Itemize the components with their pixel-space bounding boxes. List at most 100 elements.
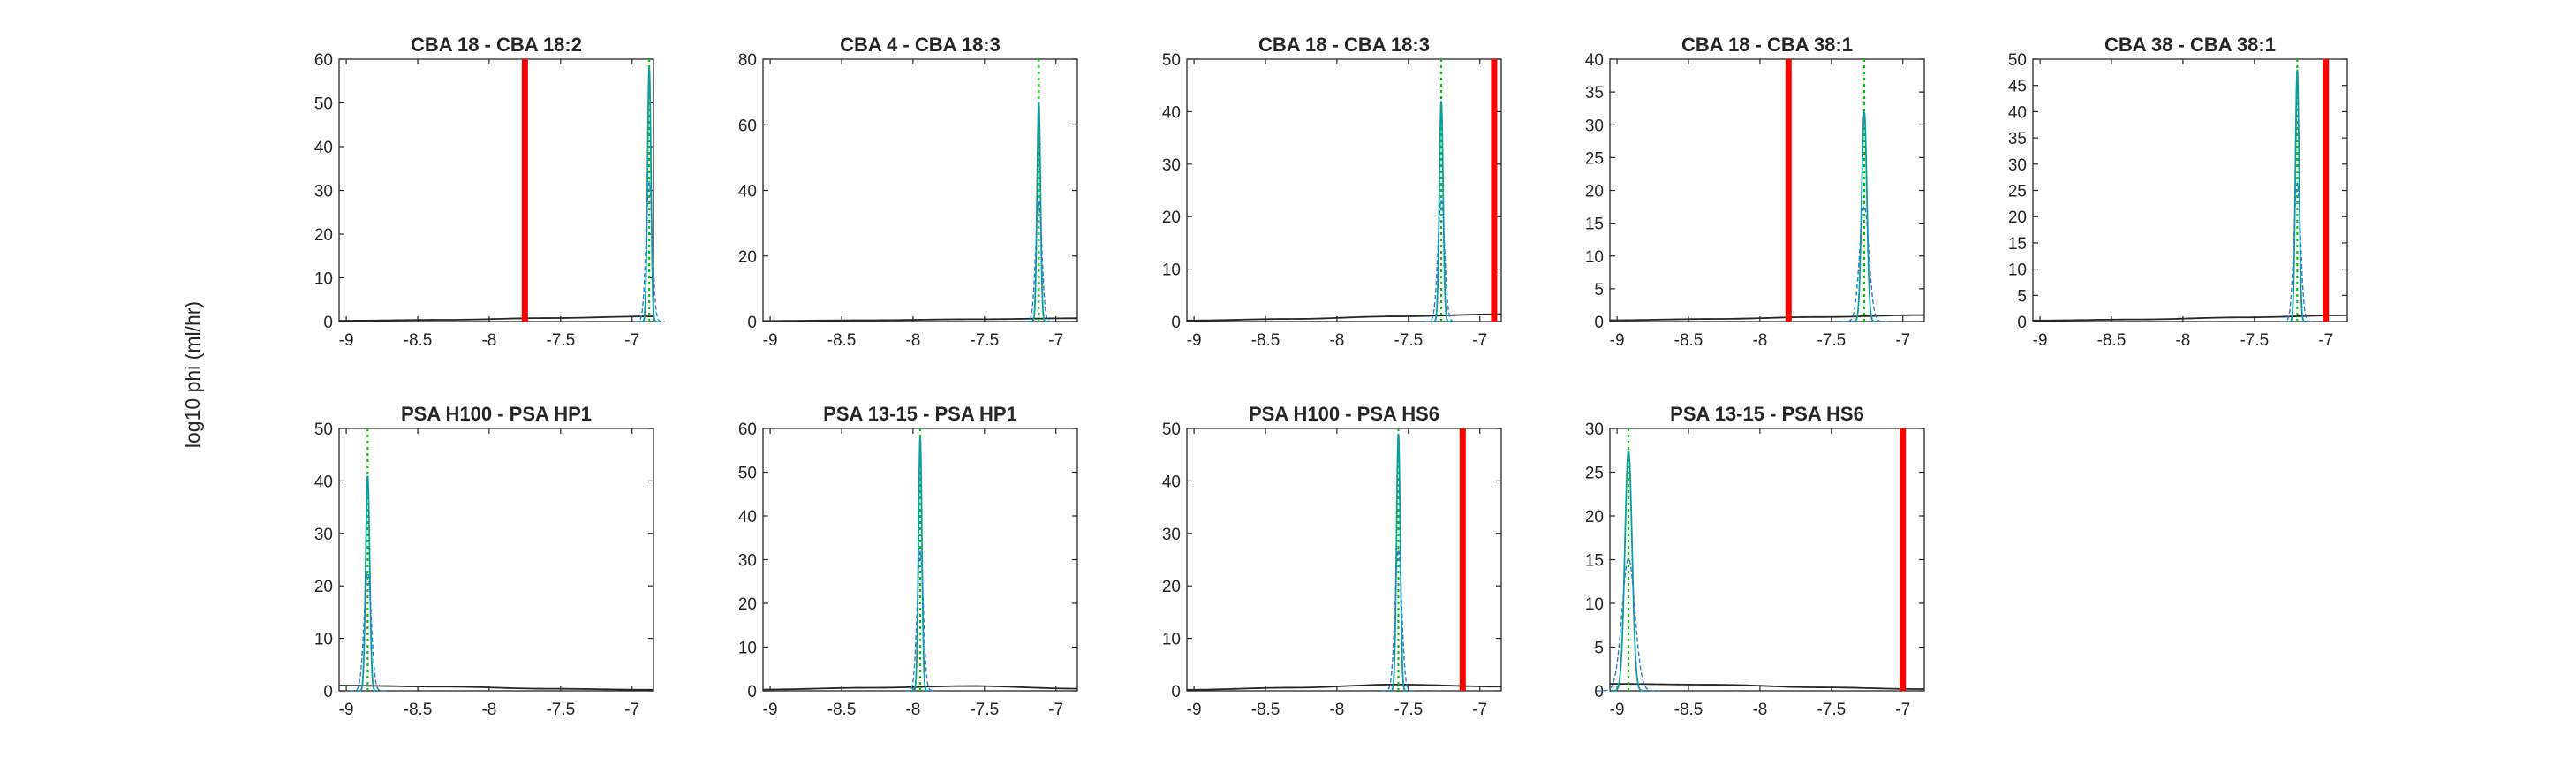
y-tick-label: 40 (314, 473, 333, 491)
series-density (1388, 433, 1409, 692)
y-tick-label: 50 (314, 421, 333, 439)
y-tick-label: 5 (1594, 281, 1604, 299)
x-tick-label: -9 (763, 331, 778, 350)
y-tick-label: 10 (1585, 595, 1604, 614)
series-density-alt (1023, 199, 1054, 322)
y-tick-label: 60 (738, 117, 757, 135)
x-tick-label: -7.5 (1394, 331, 1423, 350)
series-baseline (1186, 683, 1502, 691)
x-tick-label: -8.5 (2097, 331, 2127, 350)
y-tick-label: 30 (1585, 117, 1604, 135)
series-density-alt (633, 179, 665, 322)
series-density-alt (1596, 557, 1661, 692)
panel-title: PSA H100 - PSA HS6 (1249, 403, 1439, 425)
x-tick-label: -8 (1752, 701, 1767, 719)
axes-box (762, 58, 1078, 322)
y-tick-label: 0 (1594, 314, 1604, 332)
panel-2: CBA 4 - CBA 18:3 0 20 40 60 80 -9 -8.5 -8 -7.5 -7 (738, 34, 1078, 350)
y-tick-label: 20 (1585, 183, 1604, 201)
axes-box (1609, 428, 1925, 692)
y-tick-label: 30 (2008, 156, 2027, 175)
y-tick-label: 5 (1594, 640, 1604, 658)
y-tick-label: 50 (738, 465, 757, 483)
y-tick-label: 5 (2017, 287, 2027, 306)
y-tick-label: 0 (2017, 314, 2027, 332)
axes-box (1186, 58, 1502, 322)
y-tick-label: 30 (1585, 421, 1604, 439)
x-tick-label: -9 (1610, 331, 1625, 350)
x-tick-label: -7 (1895, 331, 1910, 350)
y-tick-label: 20 (1585, 508, 1604, 527)
y-tick-label: 35 (1585, 84, 1604, 102)
series-density-alt (2280, 181, 2315, 322)
x-tick-label: -8.5 (404, 331, 433, 350)
axes-box (1609, 58, 1925, 322)
y-tick-label: 45 (2008, 78, 2027, 96)
x-tick-label: -8 (1329, 331, 1344, 350)
x-tick-label: -8.5 (1674, 331, 1703, 350)
x-tick-label: -9 (1187, 331, 1202, 350)
x-tick-label: -9 (1610, 701, 1625, 719)
series-density (1610, 450, 1647, 692)
y-tick-label: 50 (1162, 51, 1181, 70)
y-tick-label: 10 (1585, 248, 1604, 267)
panel-4: CBA 18 - CBA 38:1 0 5 10 15 20 25 30 35 40 -9 -8.5 -… (1585, 34, 1925, 350)
panel-8: PSA H100 - PSA HS6 0 10 20 30 40 50 -9 -8.5 -8 -7.… (1162, 403, 1502, 719)
series-density-alt (1381, 547, 1416, 692)
y-tick-label: 60 (738, 421, 757, 439)
y-tick-label: 20 (738, 595, 757, 614)
panel-3: CBA 18 - CBA 18:3 0 10 20 30 40 50 -9 -8.5 -8 -7.5… (1162, 34, 1502, 350)
panel-7: PSA 13-15 - PSA HP1 0 10 20 30 40 50 60 -9 -8.5 -8… (738, 403, 1078, 719)
y-tick-label: 40 (314, 139, 333, 157)
x-tick-label: -7 (1895, 701, 1910, 719)
series-density (1851, 111, 1877, 322)
panel-title: CBA 18 - CBA 18:3 (1258, 34, 1430, 56)
y-tick-label: 15 (1585, 216, 1604, 234)
x-tick-label: -7.5 (1817, 331, 1846, 350)
y-tick-label: 10 (1162, 261, 1181, 280)
y-tick-label: 40 (2008, 103, 2027, 122)
series-density-alt (1424, 199, 1458, 322)
y-tick-label: 20 (1162, 578, 1181, 596)
y-tick-label: 10 (314, 631, 333, 649)
y-tick-label: 80 (738, 51, 757, 70)
y-tick-label: 0 (323, 683, 333, 701)
y-tick-label: 40 (738, 508, 757, 527)
series-baseline (762, 685, 1078, 691)
x-tick-label: -8.5 (404, 701, 433, 719)
y-tick-label: 20 (314, 226, 333, 245)
x-tick-label: -8 (2175, 331, 2190, 350)
x-tick-label: -7 (624, 701, 639, 719)
x-tick-label: -8 (905, 701, 920, 719)
y-tick-label: 25 (2008, 183, 2027, 201)
x-tick-label: -7 (2318, 331, 2333, 350)
x-tick-label: -8.5 (1251, 701, 1280, 719)
series-density-alt (904, 549, 936, 692)
y-tick-label: 30 (1162, 156, 1181, 175)
panel-title: PSA H100 - PSA HP1 (401, 403, 592, 425)
x-tick-label: -7.5 (546, 331, 575, 350)
panel-title: PSA 13-15 - PSA HS6 (1670, 403, 1864, 425)
x-tick-label: -8.5 (1251, 331, 1280, 350)
y-tick-label: 20 (2008, 208, 2027, 227)
x-tick-label: -9 (339, 701, 354, 719)
y-tick-label: 30 (738, 552, 757, 571)
x-tick-label: -8 (481, 331, 496, 350)
x-tick-label: -8 (1752, 331, 1767, 350)
x-tick-label: -7.5 (970, 331, 999, 350)
panel-title: CBA 18 - CBA 38:1 (1681, 34, 1853, 56)
x-tick-label: -7.5 (1817, 701, 1846, 719)
x-tick-label: -9 (339, 331, 354, 350)
x-tick-label: -7 (1472, 331, 1487, 350)
y-tick-label: 10 (738, 640, 757, 658)
y-tick-label: 40 (738, 183, 757, 201)
series-density (1432, 101, 1451, 322)
y-tick-label: 10 (2008, 261, 2027, 280)
figure-ylabel: log10 phi (ml/hr) (181, 301, 204, 448)
y-tick-label: 25 (1585, 149, 1604, 168)
x-tick-label: -7.5 (2240, 331, 2269, 350)
y-tick-label: 30 (1162, 526, 1181, 544)
y-tick-label: 0 (323, 314, 333, 332)
y-tick-label: 40 (1162, 473, 1181, 491)
